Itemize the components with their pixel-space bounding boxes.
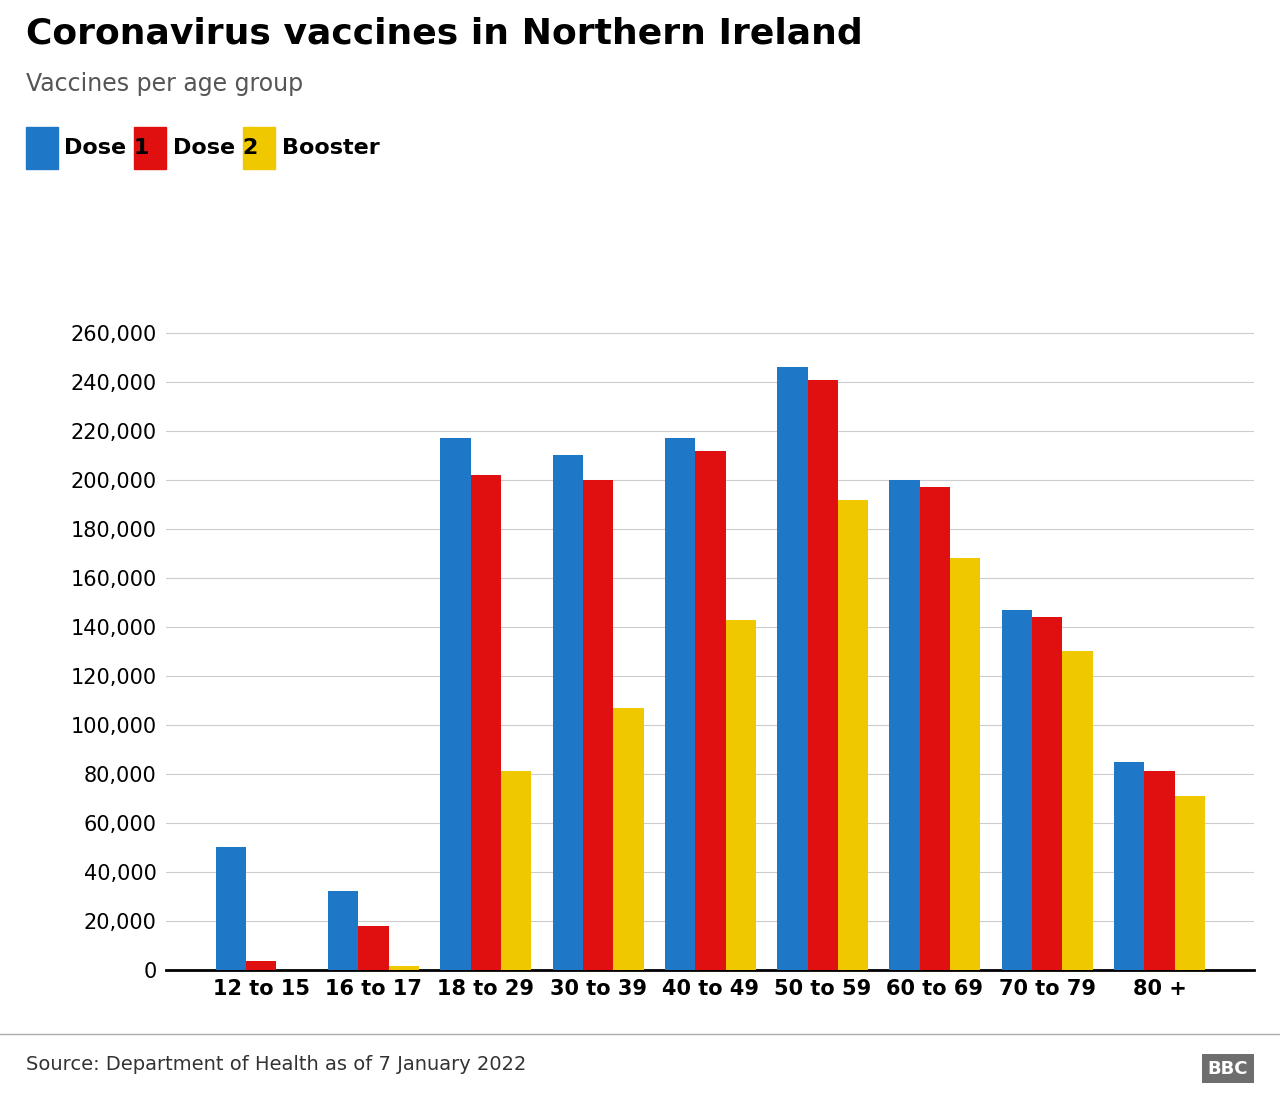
Bar (328, 892, 358, 970)
Bar (808, 379, 838, 970)
Bar (1062, 651, 1093, 970)
Bar (695, 451, 726, 970)
Bar (582, 480, 613, 970)
Bar (920, 487, 950, 970)
Text: Coronavirus vaccines in Northern Ireland: Coronavirus vaccines in Northern Ireland (26, 17, 863, 51)
Text: Dose 1: Dose 1 (64, 138, 150, 158)
Bar (246, 961, 276, 970)
Bar (890, 480, 920, 970)
Bar (553, 455, 582, 970)
Text: BBC: BBC (1207, 1060, 1248, 1078)
Text: Dose 2: Dose 2 (173, 138, 259, 158)
Bar (471, 475, 500, 970)
Bar (950, 559, 980, 970)
Bar (838, 499, 868, 970)
Bar (500, 771, 531, 970)
Bar (613, 707, 644, 970)
Text: Vaccines per age group: Vaccines per age group (26, 72, 303, 96)
Bar (1002, 609, 1032, 970)
Text: Booster: Booster (282, 138, 379, 158)
Bar (726, 619, 756, 970)
Bar (777, 367, 808, 970)
Bar (1144, 771, 1175, 970)
Bar (664, 439, 695, 970)
Bar (389, 966, 419, 970)
Bar (216, 847, 246, 970)
Bar (440, 439, 471, 970)
Bar (1175, 796, 1204, 970)
Bar (358, 926, 389, 970)
Text: Source: Department of Health as of 7 January 2022: Source: Department of Health as of 7 Jan… (26, 1056, 526, 1074)
Bar (1032, 617, 1062, 970)
Bar (1114, 761, 1144, 970)
